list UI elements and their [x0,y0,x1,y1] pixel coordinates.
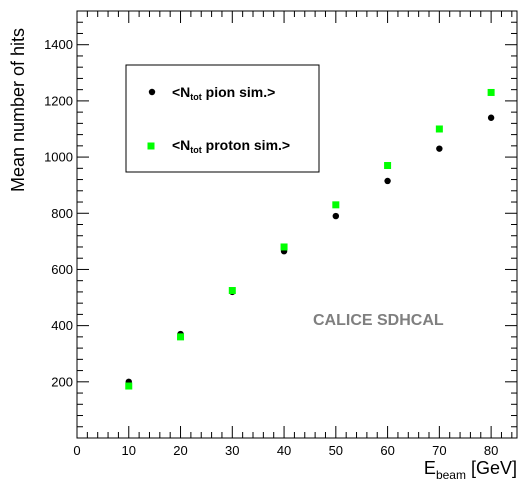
x-tick-label: 60 [380,443,394,458]
point-proton [384,162,392,170]
point-proton [332,201,340,209]
x-tick-label: 80 [484,443,498,458]
x-axis-title-sub: beam [436,468,466,479]
point-pion [332,212,340,220]
y-tick-label: 1000 [44,150,73,165]
axis-ticks [76,10,517,438]
x-axis-title-unit: [GeV] [466,458,517,478]
y-tick-label: 600 [51,262,73,277]
y-tick-label: 1400 [44,37,73,52]
legend-label-proton: <Ntot proton sim.> [172,137,290,155]
x-tick-label: 30 [225,443,239,458]
point-proton [228,287,236,295]
point-proton [280,243,288,251]
x-tick-label: 20 [173,443,187,458]
point-pion [487,114,495,121]
x-tick-label: 70 [432,443,446,458]
point-proton [177,333,185,341]
y-tick-label: 800 [51,206,73,221]
legend-box [125,64,320,173]
x-axis-title: Ebeam [GeV] [424,458,517,479]
data-markers [125,88,495,390]
x-axis-title-main: E [424,458,436,478]
legend: <Ntot pion sim.> <Ntot proton sim.> [125,64,320,173]
legend-marker-proton [147,142,155,150]
legend-label-pion: <Ntot pion sim.> [172,84,275,102]
x-tick-label: 0 [73,443,80,458]
tick-labels: 0 10 20 30 40 50 60 70 80 200 400 600 800 1000 1200 140… [44,37,498,458]
point-proton [435,125,443,133]
point-pion [436,145,443,152]
calice-annotation: CALICE SDHCAL [313,312,444,329]
point-pion [384,177,391,185]
y-tick-label: 200 [51,374,73,389]
point-proton [487,88,495,96]
y-axis-title: Mean number of hits [8,28,28,192]
y-tick-label: 1200 [44,93,73,108]
point-proton [125,382,133,390]
legend-marker-pion [148,88,156,96]
x-tick-label: 40 [277,443,291,458]
x-tick-label: 10 [122,443,136,458]
x-tick-label: 50 [329,443,343,458]
y-tick-label: 400 [51,318,73,333]
